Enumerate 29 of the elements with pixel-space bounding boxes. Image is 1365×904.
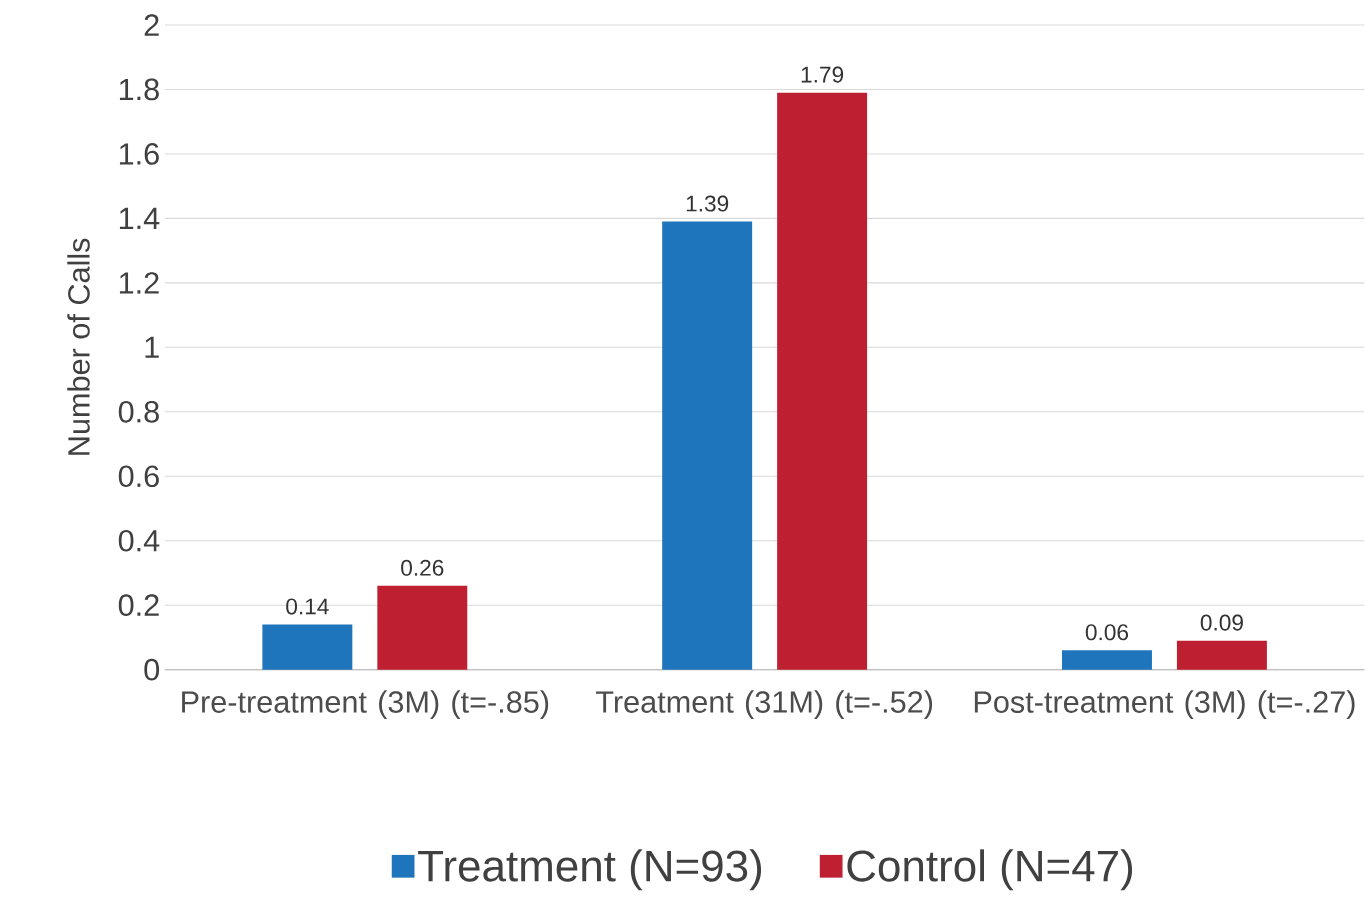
- x-tick-label: Post-treatment (3M) (t=-.27): [974, 690, 1355, 720]
- bar: [377, 586, 468, 670]
- x-tick-label: Treatment (31M) (t=-.52): [595, 690, 933, 720]
- bar: [777, 92, 868, 670]
- data-label: 1.39: [686, 195, 729, 212]
- y-tick-label: 1: [145, 337, 159, 359]
- data-label: 0.09: [1200, 614, 1243, 631]
- y-tick-label: 1.8: [119, 78, 159, 101]
- y-tick-label: 2: [144, 14, 159, 36]
- x-tick-label: Pre-treatment (3M) (t=-.85): [182, 690, 549, 720]
- y-tick-label: 0.6: [118, 465, 159, 488]
- data-label: 1.79: [801, 66, 844, 83]
- legend-label: Treatment (N=93): [418, 849, 762, 891]
- data-label: 0.06: [1085, 624, 1129, 641]
- data-label: 0.14: [286, 598, 329, 615]
- y-tick-label: 1.4: [119, 208, 160, 230]
- legend-label: Control (N=47): [847, 849, 1133, 891]
- bar: [1176, 640, 1267, 670]
- data-label: 0.26: [401, 560, 444, 577]
- y-axis-title: Number of Calls: [67, 238, 90, 455]
- y-tick-label: 1.2: [119, 272, 159, 294]
- y-tick-label: 1.6: [119, 143, 159, 165]
- y-tick-label: 0.2: [118, 594, 159, 617]
- bar: [262, 624, 353, 670]
- bar: [662, 221, 753, 670]
- y-tick-label: 0.4: [118, 530, 160, 552]
- bar: [1061, 650, 1152, 670]
- y-tick-label: 0: [144, 659, 160, 681]
- y-tick-label: 0.8: [118, 401, 159, 423]
